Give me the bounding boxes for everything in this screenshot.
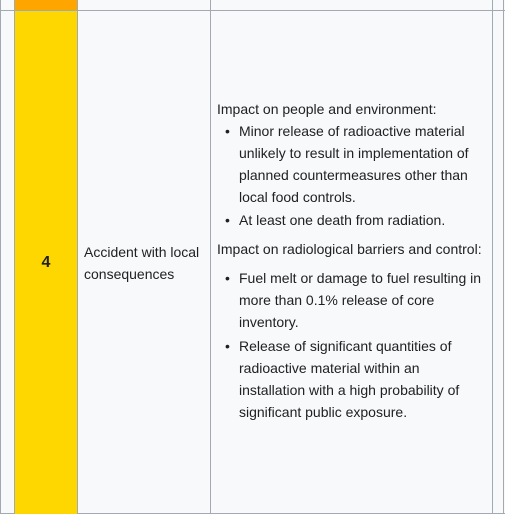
bullet-icon: •: [225, 270, 230, 286]
table-border-col1: [14, 0, 15, 514]
people-impact-list: • Minor release of radioactive material …: [217, 120, 487, 231]
table-border-col3: [210, 0, 211, 514]
level-description-cell: Impact on people and environment: • Mino…: [211, 11, 492, 514]
list-item-text: Fuel melt or damage to fuel resulting in…: [239, 270, 482, 330]
table-border-col4: [492, 0, 493, 514]
bullet-icon: •: [225, 123, 230, 139]
description-content: Impact on people and environment: • Mino…: [217, 98, 487, 423]
level-name: Accident with local consequences: [84, 243, 200, 282]
people-impact-heading: Impact on people and environment:: [217, 101, 437, 117]
list-item-text: Release of significant quantities of rad…: [239, 338, 460, 420]
table-border-right: [503, 0, 504, 514]
list-item: • Fuel melt or damage to fuel resulting …: [217, 267, 487, 333]
level-number: 4: [41, 253, 51, 271]
row-divider: [0, 10, 505, 11]
previous-level-color-cell: [15, 0, 77, 10]
list-item-text: Minor release of radioactive material un…: [239, 123, 469, 205]
list-item: • At least one death from radiation.: [217, 209, 487, 231]
level-name-cell: Accident with local consequences: [78, 11, 210, 514]
list-item: • Release of significant quantities of r…: [217, 335, 487, 423]
bullet-icon: •: [225, 212, 230, 228]
table-border-left: [0, 0, 1, 514]
level-number-cell: 4: [15, 11, 77, 514]
bullet-icon: •: [225, 338, 230, 354]
barriers-impact-list: • Fuel melt or damage to fuel resulting …: [217, 267, 487, 423]
barriers-impact-heading: Impact on radiological barriers and cont…: [217, 241, 482, 257]
list-item: • Minor release of radioactive material …: [217, 120, 487, 208]
list-item-text: At least one death from radiation.: [239, 212, 446, 228]
table-border-col2: [77, 0, 78, 514]
